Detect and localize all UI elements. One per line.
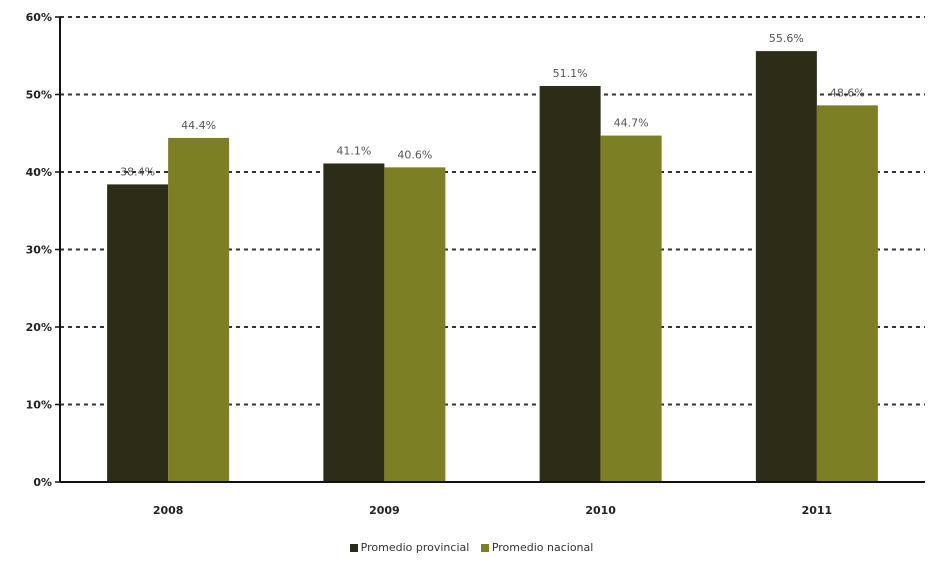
legend-swatch-provincial (349, 543, 358, 552)
legend: Promedio provincial Promedio nacional (0, 541, 943, 555)
bar-nacional (168, 137, 230, 482)
y-tick-label: 40% (26, 166, 52, 179)
bar-provincial (539, 85, 601, 482)
data-label: 55.6% (769, 32, 804, 45)
data-label: 41.1% (336, 144, 371, 157)
y-tick-label: 0% (33, 476, 52, 489)
data-label: 38.4% (120, 165, 155, 178)
legend-item-nacional: Promedio nacional (480, 541, 594, 554)
x-tick-label: 2009 (369, 504, 400, 517)
x-tick-label: 2010 (585, 504, 616, 517)
legend-label-provincial: Promedio provincial (360, 541, 470, 554)
bar-nacional (816, 105, 878, 482)
bars-group (107, 51, 878, 482)
bar-nacional (384, 167, 446, 482)
legend-swatch-nacional (480, 543, 489, 552)
y-tick-label: 20% (26, 321, 52, 334)
y-tick-label: 60% (26, 11, 52, 24)
data-labels: 38.4% 44.4% 41.1% 40.6% 51.1% 44.7% 55.6% 48.6% (120, 32, 865, 178)
bar-provincial (107, 184, 169, 482)
data-label: 51.1% (553, 67, 588, 80)
y-tick-label: 50% (26, 89, 52, 102)
bar-nacional (600, 135, 662, 482)
axes (55, 16, 925, 483)
bar-provincial (755, 51, 817, 482)
data-label: 44.4% (181, 119, 216, 132)
y-tick-label: 10% (26, 399, 52, 412)
legend-item-provincial: Promedio provincial (349, 541, 470, 554)
data-label: 40.6% (397, 148, 432, 161)
bar-provincial (323, 163, 385, 482)
x-tick-labels: 2008 2009 2010 2011 (153, 504, 832, 517)
data-label: 44.7% (614, 117, 649, 130)
x-tick-label: 2008 (153, 504, 184, 517)
data-label: 48.6% (830, 86, 865, 99)
y-tick-label: 30% (26, 244, 52, 257)
legend-label-nacional: Promedio nacional (491, 541, 594, 554)
y-tick-labels: 0% 10% 20% 30% 40% 50% 60% (26, 11, 52, 489)
x-tick-label: 2011 (802, 504, 833, 517)
